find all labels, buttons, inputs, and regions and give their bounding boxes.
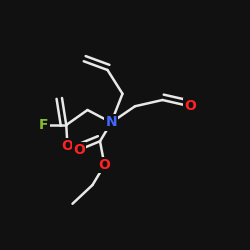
- Text: O: O: [184, 99, 196, 113]
- Text: F: F: [39, 118, 48, 132]
- Text: O: O: [98, 158, 110, 172]
- Text: N: N: [106, 116, 117, 130]
- Text: O: O: [62, 139, 74, 153]
- Text: O: O: [73, 143, 85, 157]
